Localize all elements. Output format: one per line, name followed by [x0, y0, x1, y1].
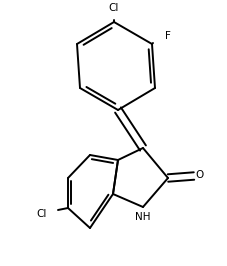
Text: Cl: Cl [108, 3, 119, 13]
Text: O: O [195, 170, 203, 180]
Text: NH: NH [135, 212, 150, 222]
Text: F: F [164, 31, 170, 41]
Text: Cl: Cl [37, 209, 47, 219]
